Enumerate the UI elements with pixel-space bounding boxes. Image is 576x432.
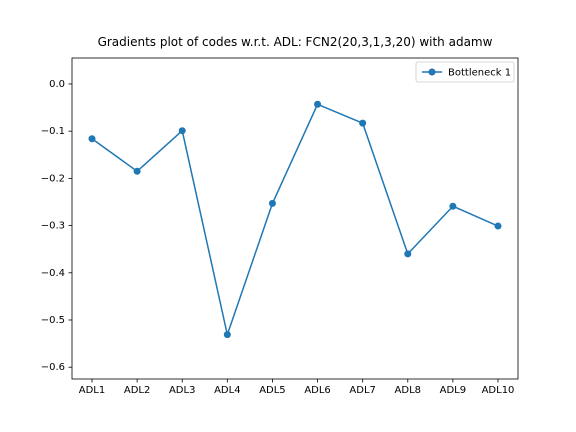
data-point <box>404 250 412 258</box>
data-point <box>133 167 141 175</box>
series-line <box>91 103 499 336</box>
x-tick-label: ADL10 <box>482 385 515 396</box>
chart-title: Gradients plot of codes w.r.t. ADL: FCN2… <box>98 35 493 49</box>
data-point <box>494 222 502 230</box>
y-tick-label: 0.0 <box>49 79 65 90</box>
x-tick-label: ADL1 <box>79 385 105 396</box>
y-tick-label: −0.2 <box>41 173 65 184</box>
y-tick-label: −0.5 <box>41 315 65 326</box>
y-tick-label: −0.3 <box>41 221 65 232</box>
x-tick-label: ADL7 <box>349 385 375 396</box>
x-tick-label: ADL9 <box>440 385 466 396</box>
y-tick-label: −0.6 <box>41 362 65 373</box>
data-point <box>449 202 457 210</box>
y-tick-label: −0.4 <box>41 268 65 279</box>
x-tick-label: ADL3 <box>169 385 195 396</box>
legend-series-marker <box>428 68 436 76</box>
axes-frame <box>71 57 519 380</box>
x-tick-label: ADL4 <box>214 385 240 396</box>
data-point <box>314 100 322 108</box>
data-point <box>359 119 367 127</box>
plot-area: 0.0 −0.1 −0.2 −0.3 −0.4 −0.5 −0.6 ADL1 ADL2 ADL3 A… <box>41 79 515 396</box>
x-tick-label: ADL8 <box>395 385 421 396</box>
data-point <box>178 127 186 135</box>
data-point <box>88 135 96 143</box>
data-point <box>268 199 276 207</box>
x-tick-label: ADL5 <box>259 385 285 396</box>
x-tick-label: ADL6 <box>304 385 330 396</box>
legend-series-label: Bottleneck 1 <box>448 68 511 79</box>
y-tick-label: −0.1 <box>41 126 65 137</box>
legend: Bottleneck 1 <box>415 61 515 83</box>
legend-box <box>415 61 515 83</box>
x-tick-label: ADL2 <box>124 385 150 396</box>
data-point <box>223 331 231 339</box>
